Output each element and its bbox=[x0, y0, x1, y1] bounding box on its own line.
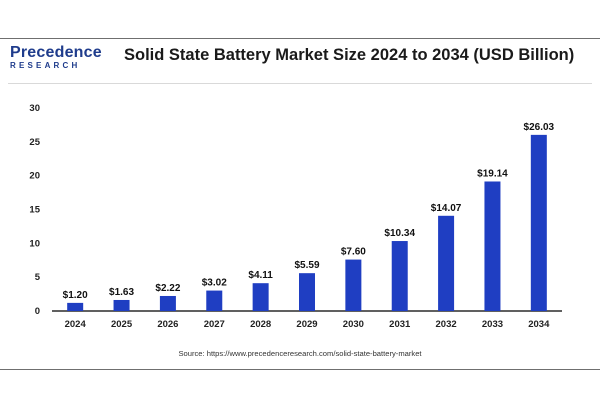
data-label: $5.59 bbox=[294, 260, 319, 271]
y-tick-label: 25 bbox=[29, 137, 40, 148]
y-tick-label: 0 bbox=[35, 306, 40, 317]
y-tick-label: 20 bbox=[29, 171, 40, 182]
source-note: Source: https://www.precedenceresearch.c… bbox=[178, 349, 422, 358]
y-tick-label: 10 bbox=[29, 238, 40, 249]
data-label: $19.14 bbox=[477, 168, 508, 179]
data-label: $3.02 bbox=[202, 278, 227, 289]
chart-title: Solid State Battery Market Size 2024 to … bbox=[124, 46, 575, 64]
x-tick-label: 2029 bbox=[296, 319, 317, 330]
bar bbox=[67, 302, 84, 311]
y-tick-label: 5 bbox=[35, 272, 41, 283]
data-label: $26.03 bbox=[524, 122, 555, 133]
header-divider bbox=[8, 83, 592, 84]
x-tick-label: 2027 bbox=[204, 319, 225, 330]
bar bbox=[438, 215, 455, 311]
precedence-research-logo: Precedence RESEARCH bbox=[10, 44, 106, 76]
bar bbox=[484, 181, 501, 311]
x-tick-label: 2024 bbox=[65, 319, 87, 330]
data-label: $10.34 bbox=[384, 228, 415, 239]
data-label: $4.11 bbox=[248, 270, 273, 281]
data-label: $1.20 bbox=[63, 290, 88, 301]
y-tick-label: 15 bbox=[29, 205, 40, 216]
y-tick-label: 30 bbox=[29, 103, 40, 114]
x-tick-label: 2028 bbox=[250, 319, 271, 330]
bar bbox=[252, 283, 269, 311]
x-tick-label: 2025 bbox=[111, 319, 133, 330]
x-tick-label: 2032 bbox=[436, 319, 457, 330]
logo-subtitle: RESEARCH bbox=[10, 61, 81, 70]
bar bbox=[345, 259, 362, 311]
x-tick-label: 2033 bbox=[482, 319, 503, 330]
x-tick-label: 2030 bbox=[343, 319, 364, 330]
x-tick-label: 2031 bbox=[389, 319, 411, 330]
data-label: $2.22 bbox=[155, 283, 180, 294]
bar bbox=[530, 134, 547, 311]
bar bbox=[391, 241, 408, 311]
x-tick-label: 2026 bbox=[157, 319, 178, 330]
bar bbox=[159, 295, 176, 311]
bar bbox=[206, 290, 223, 311]
data-label: $1.63 bbox=[109, 287, 134, 298]
data-label: $14.07 bbox=[431, 203, 462, 214]
x-tick-label: 2034 bbox=[528, 319, 550, 330]
bar bbox=[113, 299, 130, 311]
logo-wordmark: Precedence bbox=[10, 44, 102, 61]
bar bbox=[299, 273, 315, 311]
data-label: $7.60 bbox=[341, 247, 366, 258]
